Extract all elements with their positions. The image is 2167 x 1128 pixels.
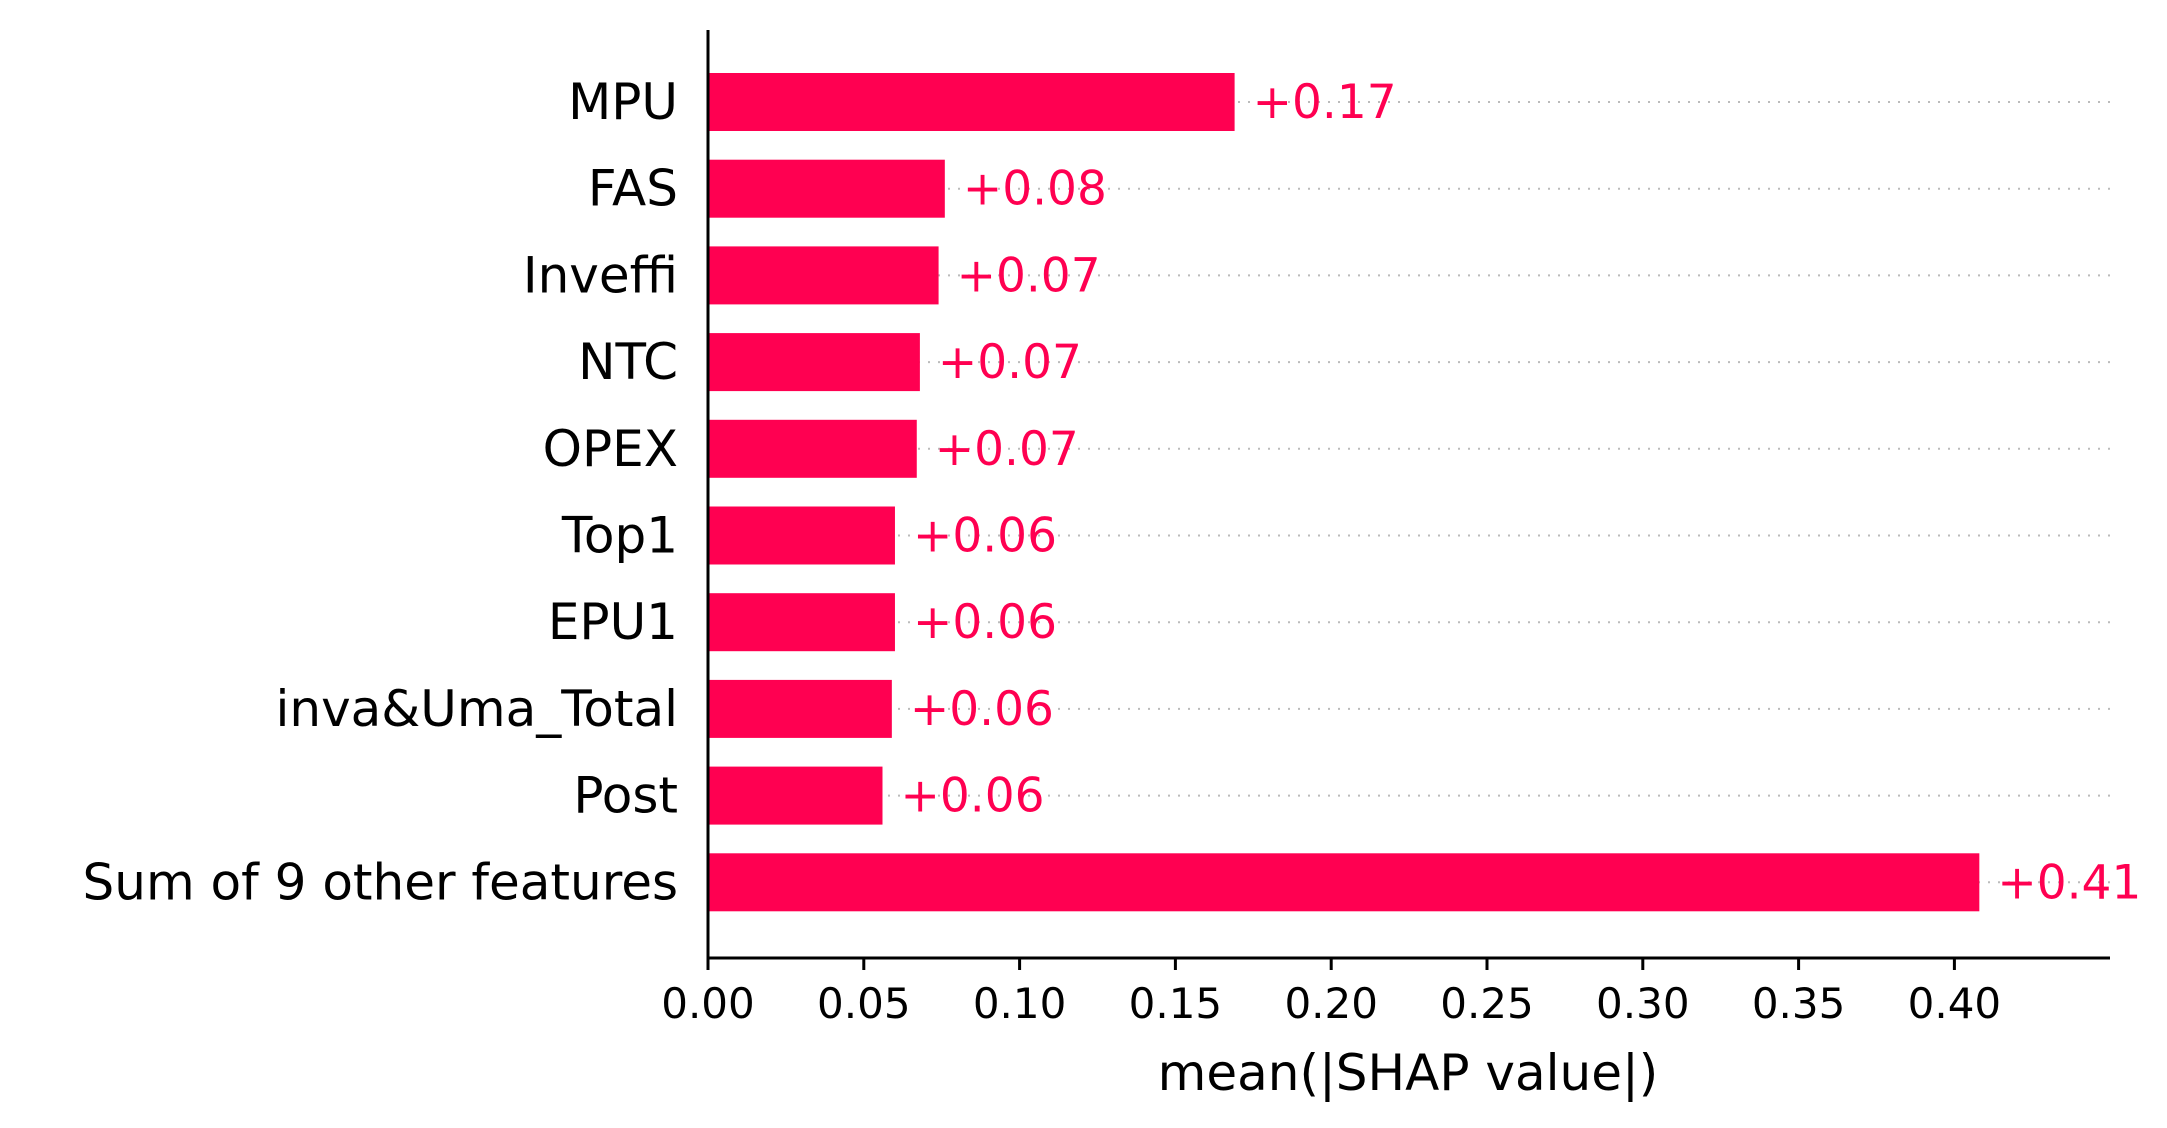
feature-label: EPU1 xyxy=(548,593,678,651)
x-tick-label: 0.05 xyxy=(817,979,911,1028)
bar-1 xyxy=(708,160,945,218)
bar-value-label: +0.07 xyxy=(935,422,1079,477)
bar-value-label: +0.06 xyxy=(913,595,1057,650)
feature-label: FAS xyxy=(588,160,678,218)
x-tick-label: 0.40 xyxy=(1908,979,2002,1028)
x-tick-label: 0.15 xyxy=(1129,979,1223,1028)
bars-group xyxy=(708,73,1979,911)
feature-label: Post xyxy=(573,767,678,825)
feature-label: MPU xyxy=(568,73,678,131)
bar-6 xyxy=(708,593,895,651)
x-tick-label: 0.35 xyxy=(1752,979,1846,1028)
bar-5 xyxy=(708,507,895,565)
bar-9 xyxy=(708,853,1979,911)
bar-value-label: +0.07 xyxy=(957,248,1101,303)
bar-value-label: +0.17 xyxy=(1253,75,1397,130)
bar-0 xyxy=(708,73,1235,131)
x-tick-label: 0.25 xyxy=(1440,979,1534,1028)
feature-label: Top1 xyxy=(561,507,678,565)
bar-value-label: +0.06 xyxy=(913,509,1057,564)
bar-7 xyxy=(708,680,892,738)
bar-value-label: +0.06 xyxy=(900,769,1044,824)
bar-value-label: +0.06 xyxy=(910,682,1054,737)
bar-4 xyxy=(708,420,917,478)
x-axis-title: mean(|SHAP value|) xyxy=(1158,1044,1659,1102)
value-labels-group: +0.17 +0.08 +0.07 +0.07 +0.07 +0.06 +0.06 +0.06… xyxy=(900,75,2141,910)
feature-label: NTC xyxy=(578,333,678,391)
bar-value-label: +0.08 xyxy=(963,162,1107,217)
feature-labels-group: MPU FAS Inveffi NTC OPEX Top1 EPU1 inva&Uma_Tot… xyxy=(83,73,678,911)
feature-label: inva&Uma_Total xyxy=(275,680,678,738)
feature-label: OPEX xyxy=(543,420,678,478)
row-guide-lines xyxy=(708,102,2110,882)
bar-8 xyxy=(708,767,882,825)
x-ticks-group: 0.00 0.05 0.10 0.15 0.20 0.25 0.30 0.35 0.40 xyxy=(661,958,2001,1028)
feature-label: Sum of 9 other features xyxy=(83,853,678,911)
bar-value-label: +0.07 xyxy=(938,335,1082,390)
bar-3 xyxy=(708,333,920,391)
x-tick-label: 0.30 xyxy=(1596,979,1690,1028)
bar-2 xyxy=(708,246,939,304)
feature-label: Inveffi xyxy=(523,246,678,304)
x-tick-label: 0.00 xyxy=(661,979,755,1028)
x-tick-label: 0.10 xyxy=(973,979,1067,1028)
bar-value-label: +0.41 xyxy=(1997,855,2141,910)
x-tick-label: 0.20 xyxy=(1284,979,1378,1028)
